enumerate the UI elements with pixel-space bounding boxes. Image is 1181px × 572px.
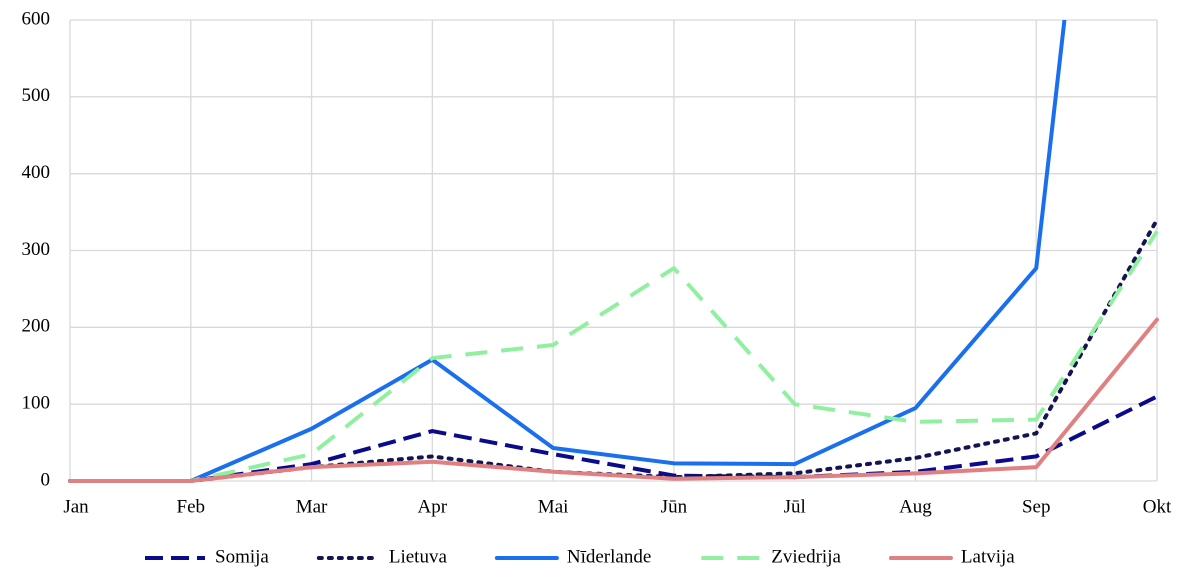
plot-area xyxy=(68,20,1159,483)
y-tick-label: 600 xyxy=(22,8,51,29)
series-line xyxy=(68,20,1067,483)
legend-label: Latvija xyxy=(961,546,1015,567)
x-tick-label: Feb xyxy=(177,496,206,517)
legend-label: Zviedrija xyxy=(771,546,841,567)
x-tick-label: Aug xyxy=(899,496,932,517)
x-tick-label: Jan xyxy=(63,496,89,517)
y-tick-label: 300 xyxy=(22,239,51,260)
x-tick-label: Jūn xyxy=(661,496,688,517)
x-tick-label: Okt xyxy=(1143,496,1172,517)
series-line xyxy=(68,217,1159,483)
legend-label: Nīderlande xyxy=(567,546,651,567)
series-line xyxy=(70,394,1158,483)
legend-label: Somija xyxy=(215,546,269,567)
y-tick-label: 500 xyxy=(22,85,51,106)
legend-label: Lietuva xyxy=(389,546,448,567)
x-tick-label: Mai xyxy=(538,496,569,517)
y-tick-label: 400 xyxy=(22,162,51,183)
series-line xyxy=(68,317,1159,483)
x-tick-label: Apr xyxy=(418,496,448,517)
y-tick-label: 0 xyxy=(41,469,51,490)
y-tick-label: 200 xyxy=(22,316,51,337)
series-line xyxy=(70,230,1159,483)
y-tick-label: 100 xyxy=(22,393,51,414)
x-tick-label: Mar xyxy=(296,496,328,517)
x-tick-label: Jūl xyxy=(784,496,806,517)
x-tick-label: Sep xyxy=(1022,496,1051,517)
